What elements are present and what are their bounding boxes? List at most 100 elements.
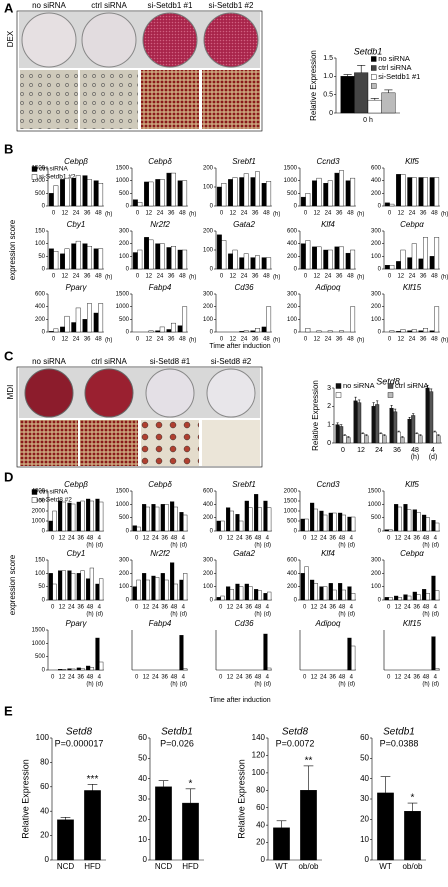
- bar: [71, 503, 76, 532]
- y-tick-label: 0: [378, 598, 382, 604]
- bar: [411, 243, 417, 270]
- bar: [148, 330, 154, 333]
- bar: [99, 661, 104, 671]
- bar: [305, 193, 311, 207]
- bar: [431, 636, 436, 671]
- bar: [341, 589, 346, 601]
- dish: [24, 368, 74, 418]
- bar: [319, 586, 324, 601]
- chart-title: Nr2f2: [150, 220, 170, 229]
- bar: [434, 306, 440, 333]
- x-tick-label: 0: [52, 274, 56, 280]
- x-tick-label: 0: [220, 337, 224, 343]
- y-tick-label: 200: [119, 241, 130, 247]
- x-unit: (d): [180, 612, 187, 618]
- chart-title: Klf4: [321, 549, 335, 558]
- x-tick-label: 48: [347, 211, 354, 217]
- y-tick-label: 400: [203, 502, 214, 508]
- x-tick-label: 12: [145, 211, 152, 217]
- bar: [300, 790, 317, 861]
- x-tick-label: 48: [179, 337, 186, 343]
- bar: [397, 506, 402, 532]
- bar: [160, 504, 165, 532]
- legend-swatch: [31, 497, 38, 503]
- bar: [323, 514, 328, 532]
- bar: [182, 249, 188, 270]
- y-tick-label: 200: [287, 254, 298, 260]
- chart-title: Setd8: [66, 727, 93, 738]
- x-unit: (h): [170, 543, 177, 549]
- bar: [170, 501, 175, 532]
- y-tick-label: 1000: [116, 304, 130, 310]
- bar: [71, 177, 77, 207]
- x-tick-label: 12: [61, 211, 68, 217]
- y-tick-label: 150: [35, 229, 46, 235]
- x-tick-label: 36: [420, 274, 427, 280]
- x-tick-label: 12: [397, 337, 404, 343]
- bar: [155, 179, 161, 207]
- bar: [144, 181, 150, 207]
- bar: [179, 635, 184, 671]
- bar: [159, 326, 165, 333]
- x-axis-label: Time after induction: [209, 343, 270, 350]
- bar: [425, 517, 430, 532]
- bar: [351, 516, 356, 532]
- bar: [80, 668, 85, 671]
- x-tick-label: 0: [387, 675, 391, 681]
- bar: [93, 312, 99, 333]
- bar: [84, 790, 101, 861]
- bar: [332, 589, 337, 601]
- chart-title: Ccnd3: [316, 157, 340, 166]
- x-unit: (h): [273, 338, 280, 344]
- x-tick-label: 36: [252, 274, 259, 280]
- y-tick-label: 400: [35, 304, 46, 310]
- y-tick-label: 60: [40, 782, 49, 791]
- x-unit: (d): [348, 682, 355, 688]
- image-caption: si-Setdb1 #1: [148, 1, 193, 10]
- y-tick-label: 1000: [116, 502, 130, 508]
- y-tick-label: 0: [365, 855, 370, 864]
- x-unit: (h): [105, 275, 112, 281]
- x-tick-label: 48: [423, 536, 430, 542]
- bar: [313, 508, 318, 532]
- x-tick-label: 0: [388, 211, 392, 217]
- bar: [404, 811, 421, 861]
- x-tick-label: 12: [61, 337, 68, 343]
- bar: [99, 578, 104, 601]
- y-tick-label: 100: [35, 571, 46, 577]
- bar: [327, 330, 333, 333]
- bar: [244, 500, 249, 532]
- x-tick-label: 24: [152, 675, 159, 681]
- y-tick-label: 500: [119, 317, 130, 323]
- dish: [203, 12, 259, 68]
- y-tick-label: 100: [203, 584, 214, 590]
- bar: [418, 177, 424, 207]
- bar: [86, 179, 92, 207]
- dish: [84, 368, 134, 418]
- bar: [220, 595, 225, 601]
- chart-title: Cebpα: [400, 220, 424, 229]
- bar: [328, 583, 333, 601]
- bar: [239, 331, 245, 333]
- bar: [407, 418, 412, 444]
- x-tick-label: 48: [423, 605, 430, 611]
- y-tick-label: 0: [210, 598, 214, 604]
- x-tick-label: 0: [51, 675, 55, 681]
- x-tick-label: 48: [171, 605, 178, 611]
- bar: [273, 827, 290, 861]
- x-tick-label: 0: [135, 675, 139, 681]
- bar: [86, 245, 92, 270]
- y-tick-label: 600: [287, 229, 298, 235]
- bar: [53, 328, 59, 333]
- legend-swatch: [335, 392, 342, 398]
- x-unit: (h): [105, 212, 112, 218]
- bar: [76, 501, 81, 532]
- y-tick-label: 100: [371, 584, 382, 590]
- x-tick-label: 0: [303, 605, 307, 611]
- bar: [243, 173, 249, 207]
- y-tick-label: 200: [203, 304, 214, 310]
- bar: [216, 234, 222, 270]
- x-tick-label: 24: [236, 675, 243, 681]
- x-tick-label: 4: [98, 675, 102, 681]
- x-unit: (h): [86, 612, 93, 618]
